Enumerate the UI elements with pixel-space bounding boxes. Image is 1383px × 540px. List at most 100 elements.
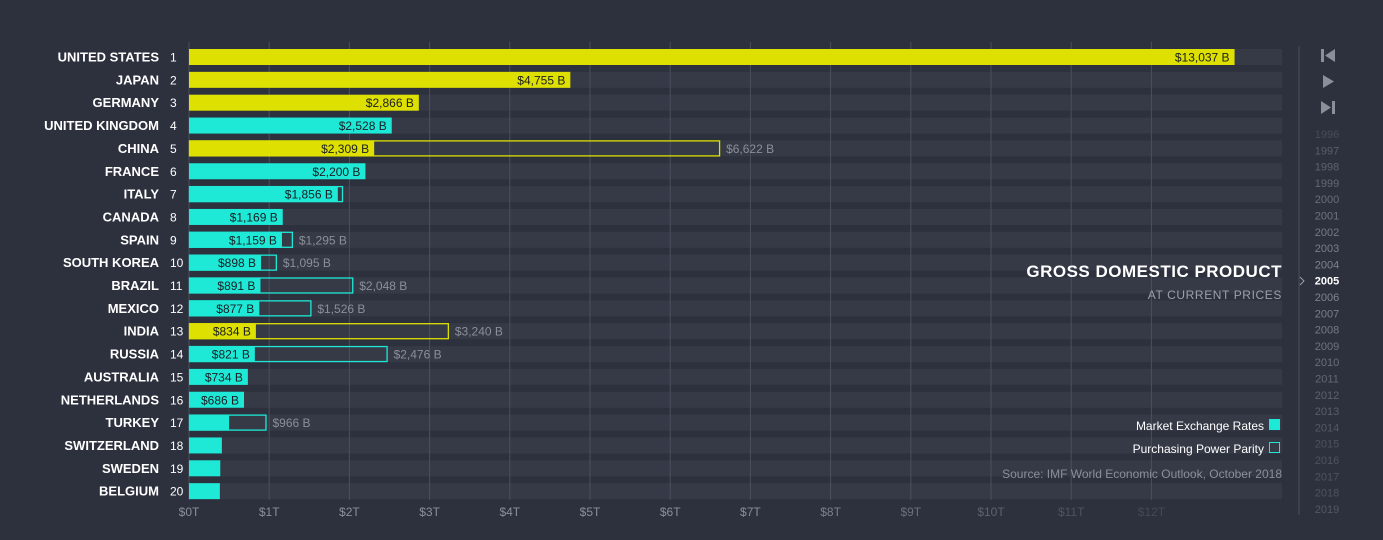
- row-band: [189, 414, 1282, 431]
- mer-value-label: $1,169 B: [230, 210, 278, 224]
- year-item[interactable]: 1998: [1315, 162, 1339, 174]
- year-item[interactable]: 1999: [1315, 178, 1339, 190]
- year-item[interactable]: 2019: [1315, 504, 1339, 516]
- mer-value-label: $821 B: [212, 348, 250, 362]
- mer-bar: [189, 49, 1235, 65]
- bar-row: UNITED STATES 1 $13,037 B: [58, 49, 1235, 65]
- skip-forward-icon[interactable]: [1321, 101, 1335, 114]
- x-tick-label: $12T: [1138, 505, 1166, 519]
- rank-label: 1: [170, 51, 177, 65]
- year-item[interactable]: 2018: [1315, 488, 1339, 500]
- mer-value-label: $1,856 B: [285, 188, 333, 202]
- bar-row: FRANCE 6 $2,200 B: [105, 163, 366, 180]
- rank-label: 2: [170, 73, 177, 87]
- row-band: [189, 323, 1282, 340]
- ppp-value-label: $6,622 B: [726, 142, 774, 156]
- year-item[interactable]: 2010: [1315, 357, 1339, 369]
- row-band: [189, 117, 1282, 134]
- rank-label: 19: [170, 462, 184, 476]
- year-item[interactable]: 2013: [1315, 406, 1339, 418]
- rank-label: 20: [170, 485, 184, 499]
- country-label: INDIA: [124, 324, 160, 339]
- mer-value-label: $2,200 B: [312, 165, 360, 179]
- mer-value-label: $734 B: [205, 370, 243, 384]
- mer-bar: [189, 277, 261, 294]
- mer-bar: [189, 346, 255, 363]
- row-band: [189, 209, 1282, 225]
- year-current[interactable]: 2005: [1315, 276, 1339, 288]
- chart-title: GROSS DOMESTIC PRODUCT: [1026, 262, 1282, 281]
- year-item[interactable]: 2000: [1315, 194, 1339, 206]
- mer-bar: [189, 460, 221, 477]
- x-tick-label: $5T: [580, 505, 601, 519]
- mer-value-label: $877 B: [216, 302, 254, 316]
- year-item[interactable]: 2002: [1315, 227, 1339, 239]
- year-item[interactable]: 2016: [1315, 455, 1339, 467]
- row-band: [189, 300, 1282, 317]
- ppp-value-label: $1,526 B: [317, 302, 365, 316]
- country-label: NETHERLANDS: [61, 392, 160, 407]
- year-item[interactable]: 2015: [1315, 439, 1339, 451]
- current-year-marker: [1299, 276, 1305, 286]
- ppp-value-label: $1,295 B: [299, 233, 347, 247]
- year-item[interactable]: 2001: [1315, 211, 1339, 223]
- year-item[interactable]: 2004: [1315, 259, 1339, 271]
- skip-back-icon[interactable]: [1321, 49, 1335, 62]
- year-item[interactable]: 1997: [1315, 145, 1339, 157]
- bar-row: NETHERLANDS 16 $686 B: [61, 391, 245, 408]
- rank-label: 5: [170, 142, 177, 156]
- year-item[interactable]: 2012: [1315, 390, 1339, 402]
- x-tick-label: $11T: [1058, 505, 1085, 519]
- row-band: [189, 140, 1282, 157]
- mer-bar: [189, 163, 366, 180]
- year-item[interactable]: 1996: [1315, 129, 1339, 141]
- year-item[interactable]: 2014: [1315, 422, 1339, 434]
- mer-bar: [189, 437, 222, 454]
- x-tick-label: $0T: [179, 505, 200, 519]
- rank-label: 10: [170, 256, 184, 270]
- year-item[interactable]: 2011: [1315, 374, 1339, 386]
- rank-label: 16: [170, 393, 184, 407]
- year-item[interactable]: 2006: [1315, 292, 1339, 304]
- year-item[interactable]: 2003: [1315, 243, 1339, 255]
- mer-value-label: $1,159 B: [229, 233, 277, 247]
- bar-row: JAPAN 2 $4,755 B: [116, 71, 571, 88]
- rank-label: 17: [170, 416, 184, 430]
- country-label: UNITED KINGDOM: [44, 118, 159, 133]
- year-list: 1996 1997 1998 1999 2000 2001 2002 2003 2004 2005…: [1315, 129, 1339, 516]
- rank-label: 6: [170, 165, 177, 179]
- mer-bar: [189, 323, 256, 340]
- country-label: TURKEY: [106, 415, 160, 430]
- rank-label: 12: [170, 302, 184, 316]
- country-label: JAPAN: [116, 72, 159, 87]
- year-item[interactable]: 2008: [1315, 325, 1339, 337]
- bar-row: SOUTH KOREA 10 $898 B $1,095 B: [63, 254, 331, 271]
- mer-bar: [189, 94, 419, 111]
- legend-mer-swatch: [1269, 419, 1280, 430]
- mer-value-label: $686 B: [201, 393, 239, 407]
- legend-mer-label: Market Exchange Rates: [1136, 419, 1264, 433]
- country-label: SWEDEN: [102, 461, 159, 476]
- mer-bar: [189, 483, 220, 500]
- bar-row: SWEDEN 19: [102, 460, 221, 477]
- x-tick-label: $6T: [660, 505, 681, 519]
- mer-value-label: $898 B: [218, 256, 256, 270]
- country-label: CHINA: [118, 141, 160, 156]
- mer-bar: [189, 140, 375, 157]
- year-item[interactable]: 2017: [1315, 471, 1339, 483]
- row-band: [189, 231, 1282, 248]
- year-item[interactable]: 2009: [1315, 341, 1339, 353]
- ppp-value-label: $1,095 B: [283, 256, 331, 270]
- ppp-value-label: $2,048 B: [359, 279, 407, 293]
- x-tick-label: $4T: [499, 505, 520, 519]
- country-label: ITALY: [124, 187, 160, 202]
- play-icon[interactable]: [1323, 75, 1334, 88]
- country-label: UNITED STATES: [58, 50, 160, 65]
- ppp-value-label: $2,476 B: [394, 348, 442, 362]
- row-band: [189, 163, 1282, 180]
- source-note: Source: IMF World Economic Outlook, Octo…: [1002, 467, 1282, 481]
- year-item[interactable]: 2007: [1315, 308, 1339, 320]
- x-tick-label: $9T: [900, 505, 921, 519]
- legend-ppp-label: Purchasing Power Parity: [1133, 442, 1264, 456]
